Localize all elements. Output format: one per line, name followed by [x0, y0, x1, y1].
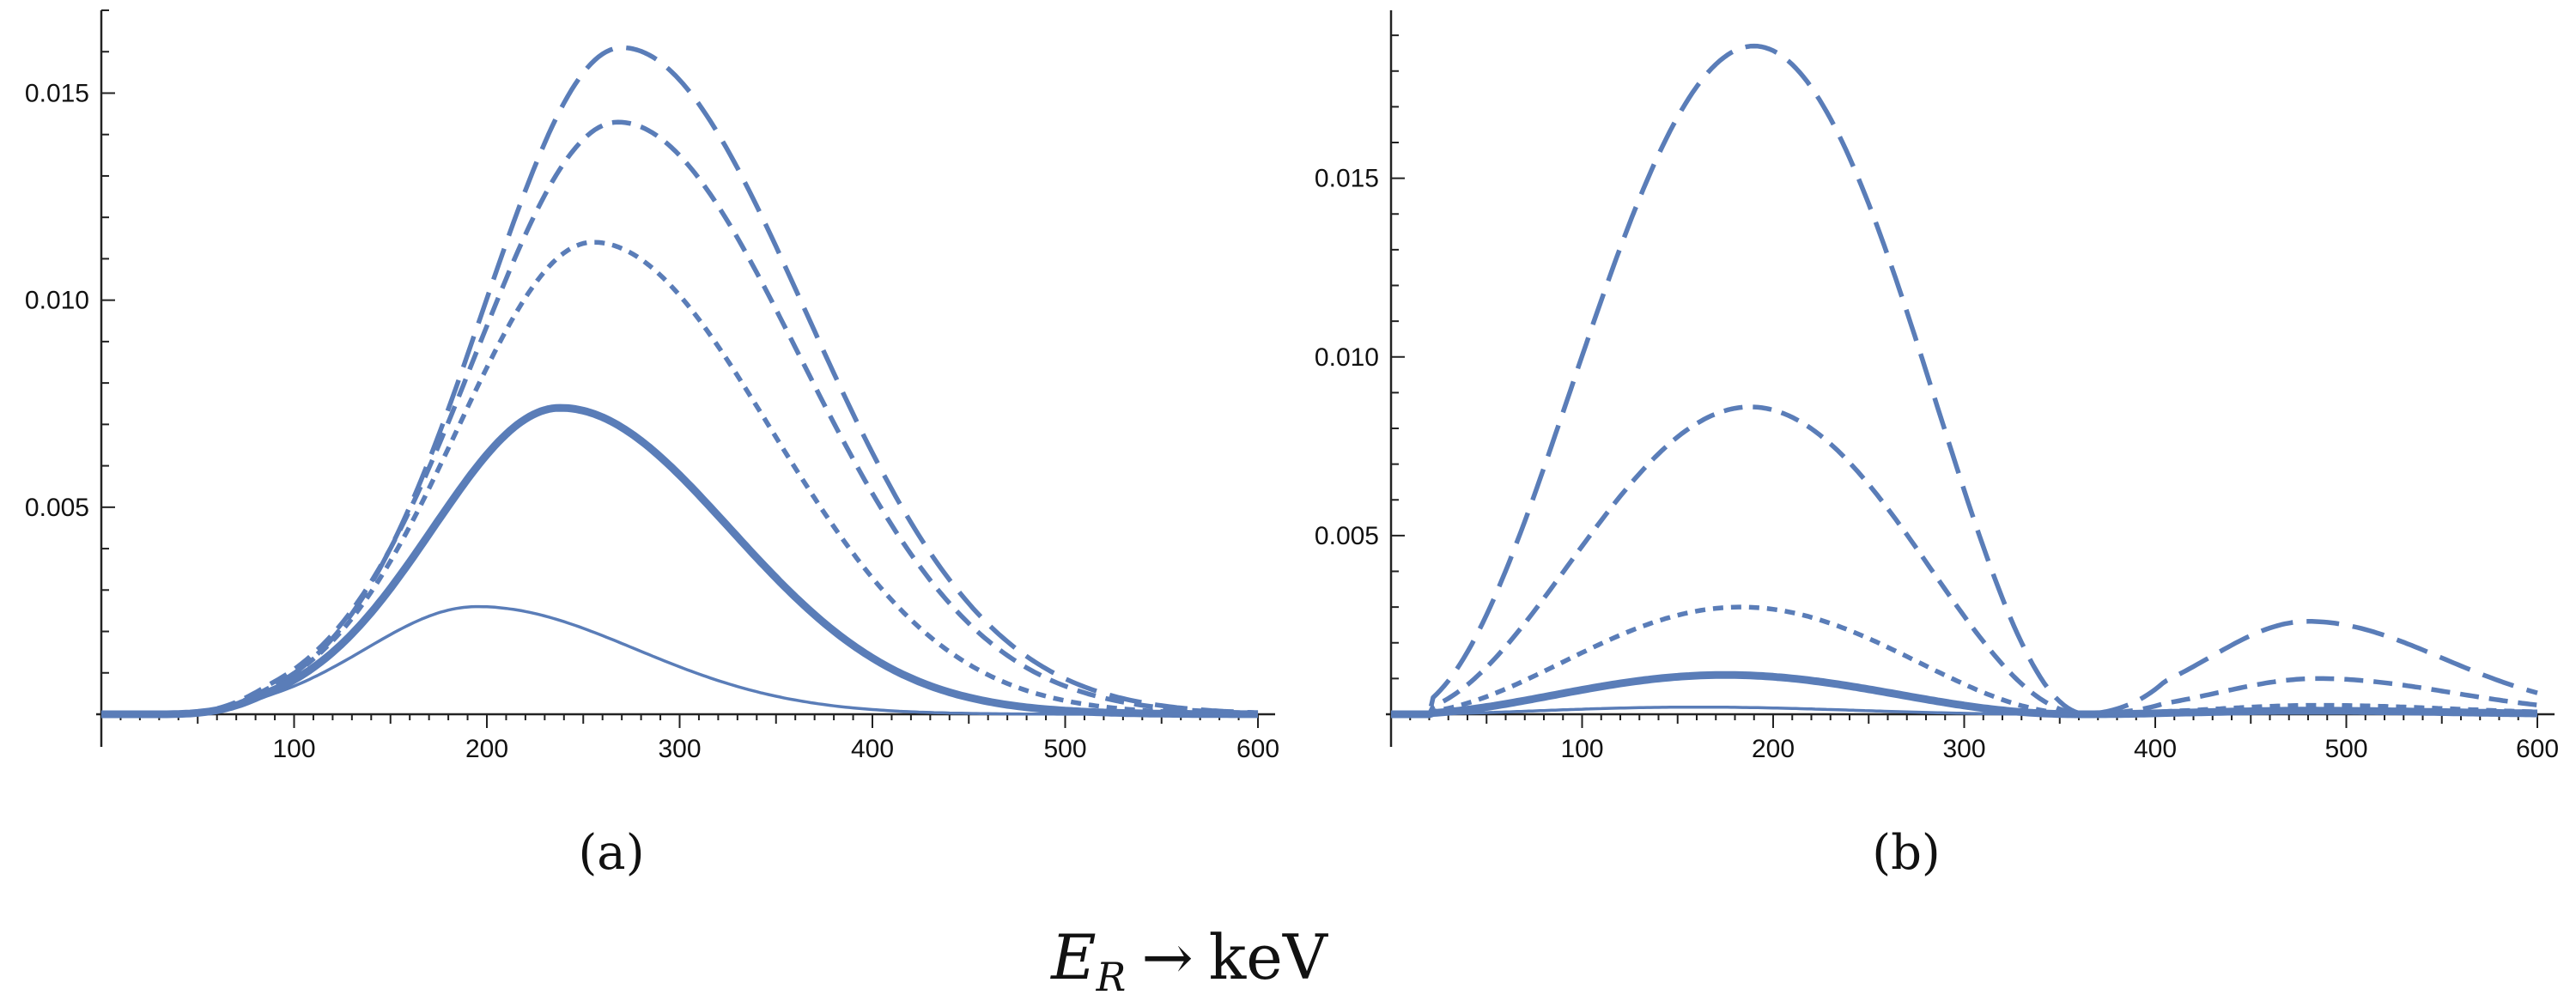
- y-tick-label: 0.015: [25, 79, 89, 107]
- x-axis-label: ER → keV: [1049, 921, 1329, 1000]
- x-tick-label: 300: [1942, 735, 1985, 763]
- x-axis-unit: keV: [1209, 921, 1329, 993]
- x-tick-label: 300: [658, 735, 701, 763]
- series-medium-dash-line: [1391, 404, 2538, 717]
- x-tick-label: 100: [272, 735, 315, 763]
- x-tick-label: 200: [1752, 735, 1795, 763]
- x-tick-label: 600: [2516, 735, 2559, 763]
- panel-b-label: (b): [1872, 825, 1941, 881]
- series-medium-dash-line: [101, 119, 1259, 717]
- x-tick-label: 200: [465, 735, 508, 763]
- y-tick-label: 0.005: [25, 494, 89, 522]
- x-tick-label: 500: [1043, 735, 1086, 763]
- y-tick-label: 0.010: [25, 287, 89, 315]
- series-thick-solid-line: [1391, 670, 2538, 719]
- y-tick-label: 0.010: [1315, 343, 1379, 372]
- x-tick-label: 100: [1560, 735, 1603, 763]
- panel-a: 100 200 300 400 500 600 0.005 0.010 0.015: [25, 9, 1279, 763]
- y-tick-label: 0.015: [1315, 165, 1379, 193]
- series-short-dash-line: [101, 240, 1258, 717]
- x-tick-label: 400: [2134, 735, 2177, 763]
- series-thin-solid-line: [101, 604, 1258, 716]
- series-long-dash-line: [1391, 43, 2538, 717]
- series-thin-solid-line: [1391, 705, 2537, 716]
- x-tick-label: 400: [851, 735, 894, 763]
- x-axis-subscript: R: [1096, 954, 1127, 1000]
- series-thick-solid-line: [101, 403, 1258, 719]
- x-tick-label: 500: [2324, 735, 2367, 763]
- series-long-dash-line: [101, 45, 1259, 717]
- y-tick-label: 0.005: [1315, 522, 1379, 550]
- x-tick-label: 600: [1236, 735, 1279, 763]
- panel-b: 100 200 300 400 500 600 0.005 0.010 0.015: [1315, 10, 2559, 763]
- panel-a-label: (a): [578, 825, 644, 881]
- x-axis-arrow: →: [1141, 921, 1193, 993]
- x-axis-symbol: E: [1049, 921, 1097, 993]
- series-short-dash-line: [1391, 604, 2538, 717]
